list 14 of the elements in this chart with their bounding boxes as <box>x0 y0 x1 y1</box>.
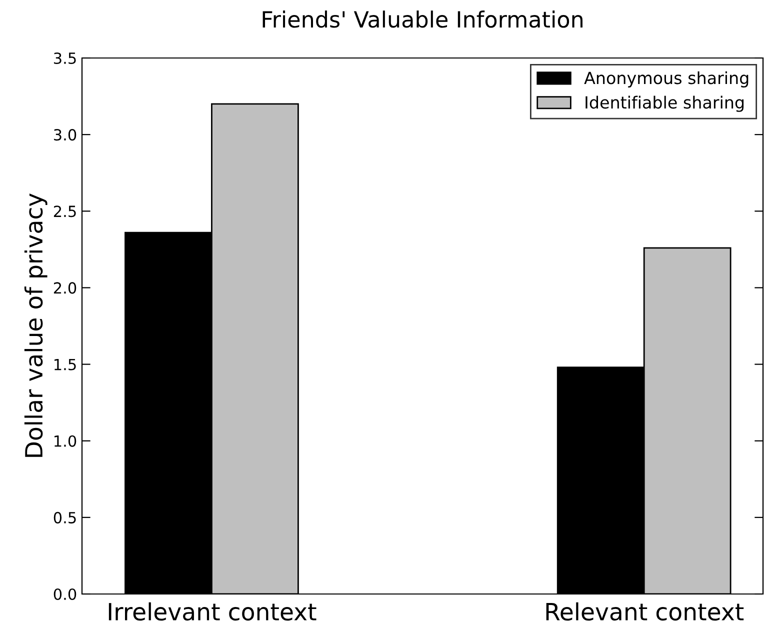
y-tick-label: 3.0 <box>54 129 76 141</box>
x-tick-label: Relevant context <box>546 602 744 621</box>
y-tick-label: 0.5 <box>54 512 76 524</box>
y-tick-label: 0.0 <box>54 588 76 600</box>
x-tick-label: Irrelevant context <box>108 602 316 621</box>
y-tick-label: 2.5 <box>54 206 76 218</box>
y-tick-label: 1.0 <box>54 435 76 447</box>
y-tick-label: 3.5 <box>54 52 76 64</box>
y-tick-label: 2.0 <box>54 282 76 294</box>
y-axis-title: Dollar value of privacy <box>24 194 48 457</box>
y-tick-label: 1.5 <box>54 358 76 370</box>
legend-label: Identifiable sharing <box>586 96 744 112</box>
chart-title: Friends' Valuable Information <box>262 10 582 28</box>
legend-label: Anonymous sharing <box>584 71 748 88</box>
